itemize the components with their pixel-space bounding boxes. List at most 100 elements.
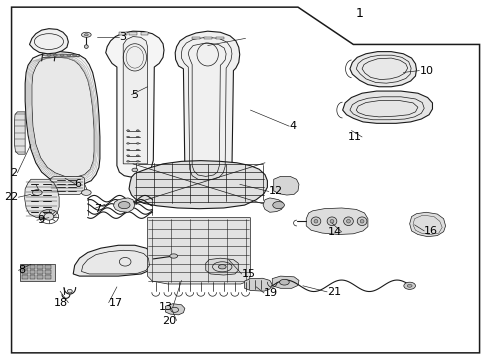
Ellipse shape <box>126 130 129 131</box>
Ellipse shape <box>132 168 138 172</box>
Ellipse shape <box>126 149 129 150</box>
Ellipse shape <box>346 220 350 223</box>
Polygon shape <box>45 270 51 274</box>
Polygon shape <box>141 32 148 35</box>
Ellipse shape <box>218 265 225 269</box>
Text: 19: 19 <box>264 288 278 298</box>
Ellipse shape <box>60 54 64 56</box>
Polygon shape <box>105 31 163 177</box>
Polygon shape <box>29 29 68 54</box>
Text: 10: 10 <box>419 66 432 76</box>
Polygon shape <box>119 32 127 35</box>
Ellipse shape <box>169 254 177 258</box>
Ellipse shape <box>73 54 77 56</box>
Polygon shape <box>205 258 238 275</box>
Polygon shape <box>45 275 51 279</box>
Ellipse shape <box>136 130 139 131</box>
Ellipse shape <box>403 282 415 289</box>
Polygon shape <box>25 51 100 185</box>
Ellipse shape <box>67 54 71 56</box>
Ellipse shape <box>136 161 139 162</box>
Text: 17: 17 <box>108 298 122 308</box>
Ellipse shape <box>313 220 317 223</box>
Text: 22: 22 <box>4 192 19 202</box>
Polygon shape <box>37 275 43 279</box>
Polygon shape <box>175 31 239 183</box>
Ellipse shape <box>136 143 139 144</box>
Polygon shape <box>29 275 35 279</box>
Polygon shape <box>216 37 224 40</box>
Polygon shape <box>129 161 267 209</box>
Polygon shape <box>73 245 155 276</box>
Polygon shape <box>147 218 250 284</box>
Polygon shape <box>244 278 272 291</box>
Polygon shape <box>342 91 431 123</box>
Text: 18: 18 <box>54 298 68 308</box>
Ellipse shape <box>32 190 42 195</box>
Text: 5: 5 <box>131 90 138 100</box>
Text: 1: 1 <box>355 7 363 20</box>
Ellipse shape <box>81 190 91 195</box>
Polygon shape <box>37 270 43 274</box>
Ellipse shape <box>53 54 57 56</box>
Ellipse shape <box>67 289 72 293</box>
Ellipse shape <box>47 54 51 56</box>
Ellipse shape <box>310 217 320 226</box>
Polygon shape <box>50 176 84 194</box>
Text: 20: 20 <box>162 316 176 325</box>
Polygon shape <box>203 37 211 40</box>
Polygon shape <box>192 37 200 40</box>
Polygon shape <box>24 179 59 219</box>
Ellipse shape <box>118 202 130 209</box>
Polygon shape <box>165 304 184 315</box>
Ellipse shape <box>136 155 139 156</box>
Text: 9: 9 <box>37 215 44 225</box>
Text: 16: 16 <box>424 226 437 236</box>
Polygon shape <box>32 57 94 177</box>
Text: 8: 8 <box>19 265 25 275</box>
Polygon shape <box>29 270 35 274</box>
Ellipse shape <box>126 161 129 162</box>
Text: 3: 3 <box>119 32 126 41</box>
Ellipse shape <box>126 143 129 144</box>
Polygon shape <box>37 265 43 269</box>
Ellipse shape <box>44 213 54 220</box>
Ellipse shape <box>81 32 91 37</box>
Text: 2: 2 <box>10 168 18 178</box>
Polygon shape <box>305 208 367 234</box>
Polygon shape <box>21 275 27 279</box>
Ellipse shape <box>407 284 411 287</box>
Polygon shape <box>29 265 35 269</box>
Ellipse shape <box>343 217 353 226</box>
Text: 14: 14 <box>327 227 341 237</box>
Text: 4: 4 <box>289 121 296 131</box>
Text: 12: 12 <box>268 186 283 197</box>
Polygon shape <box>273 176 298 195</box>
Polygon shape <box>45 265 51 269</box>
Polygon shape <box>129 32 137 35</box>
Text: 13: 13 <box>159 302 172 312</box>
Polygon shape <box>409 212 445 237</box>
Text: 7: 7 <box>94 204 101 214</box>
Ellipse shape <box>136 149 139 150</box>
Polygon shape <box>21 270 27 274</box>
Polygon shape <box>113 198 135 212</box>
Ellipse shape <box>126 155 129 156</box>
Text: 21: 21 <box>326 287 341 297</box>
Polygon shape <box>15 112 25 154</box>
Ellipse shape <box>357 217 366 226</box>
Ellipse shape <box>84 45 88 48</box>
Ellipse shape <box>136 136 139 138</box>
Polygon shape <box>349 51 416 87</box>
Polygon shape <box>272 276 298 288</box>
Text: 11: 11 <box>347 132 361 142</box>
Text: 6: 6 <box>75 179 81 189</box>
Polygon shape <box>21 265 27 269</box>
Ellipse shape <box>359 220 363 223</box>
Polygon shape <box>123 37 147 164</box>
Polygon shape <box>263 198 283 212</box>
Polygon shape <box>20 264 55 281</box>
Ellipse shape <box>279 279 289 285</box>
Ellipse shape <box>329 220 333 223</box>
Text: 15: 15 <box>241 269 255 279</box>
